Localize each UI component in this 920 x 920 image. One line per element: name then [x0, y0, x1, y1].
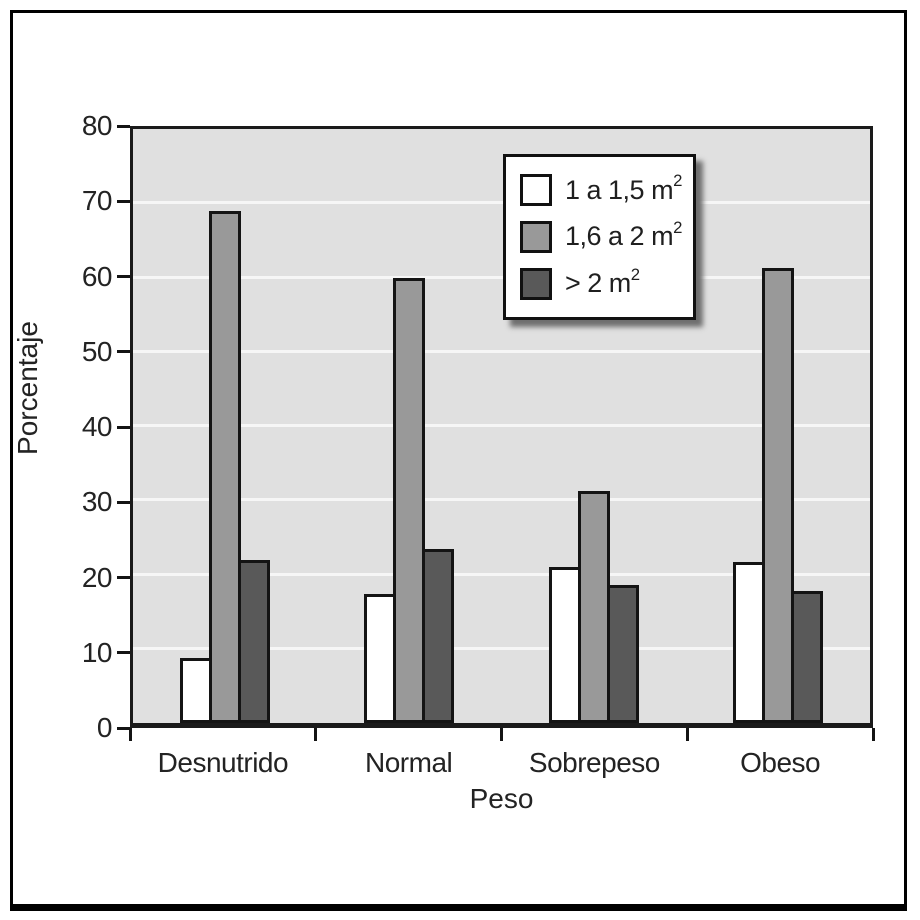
legend-label-text: 1,6 a 2 m	[565, 221, 674, 252]
legend-label: 1,6 a 2 m2	[565, 217, 682, 252]
legend-label-text: 1 a 1,5 m	[565, 174, 674, 205]
x-category-labels: Desnutrido Normal Sobrepeso Obeso	[130, 747, 873, 779]
gridline-20	[133, 572, 870, 576]
plot-area	[130, 126, 873, 728]
y-tick-0	[117, 726, 130, 730]
x-tick-3	[685, 728, 689, 741]
legend-label-text: > 2 m	[565, 268, 631, 299]
legend-label-sup: 2	[673, 171, 682, 191]
gridline-50	[133, 349, 870, 353]
bar-normal-series3	[422, 548, 455, 723]
legend: 1 a 1,5 m2 1,6 a 2 m2 > 2 m2	[503, 154, 696, 320]
legend-label: > 2 m2	[565, 264, 640, 299]
y-tick-label-30: 30	[81, 486, 113, 518]
bar-sobrepeso-series1	[548, 567, 581, 723]
x-category-label-normal: Normal	[365, 747, 453, 778]
x-tick-4	[871, 728, 875, 741]
y-tick-20	[117, 576, 130, 579]
legend-label-sup: 2	[630, 264, 640, 284]
y-tick-label-80: 80	[81, 110, 113, 141]
bar-group-sobrepeso	[502, 129, 686, 723]
legend-swatch-darkgray	[520, 267, 552, 300]
legend-label: 1 a 1,5 m2	[565, 172, 682, 206]
bar-sobrepeso-series3	[606, 584, 639, 723]
y-tick-label-0: 0	[96, 712, 113, 743]
bar-group-desnutrido	[133, 129, 317, 723]
x-tick-1	[314, 728, 318, 741]
gridline-40	[133, 424, 870, 427]
legend-swatch-white	[520, 174, 552, 207]
x-axis-title: Peso	[469, 783, 534, 814]
x-category-label-desnutrido: Desnutrido	[157, 747, 289, 778]
bar-obeso-series2	[761, 267, 794, 723]
y-tick-10	[117, 651, 130, 655]
bar-desnutrido-series1	[180, 657, 213, 723]
bar-normal-series1	[364, 593, 397, 723]
y-tick-label-40: 40	[81, 411, 113, 442]
x-tick-0	[128, 728, 132, 741]
legend-item: 1,6 a 2 m2	[520, 217, 682, 253]
bar-group-obeso	[686, 129, 870, 723]
y-tick-80	[117, 124, 130, 128]
legend-item: 1 a 1,5 m2	[520, 172, 682, 207]
bar-sobrepeso-series2	[577, 490, 610, 723]
bar-normal-series2	[393, 278, 426, 723]
x-tick-2	[500, 728, 503, 741]
bar-obeso-series3	[790, 590, 823, 723]
y-tick-label-20: 20	[81, 561, 113, 593]
y-tick-40	[117, 425, 130, 429]
gridline-60	[133, 275, 870, 279]
y-tick-label-70: 70	[81, 185, 113, 217]
bar-desnutrido-series2	[209, 211, 242, 723]
gridline-70	[133, 201, 870, 205]
gridline-30	[133, 498, 870, 502]
y-tick-label-10: 10	[81, 636, 113, 668]
y-tick-label-60: 60	[81, 260, 113, 292]
legend-item: > 2 m2	[520, 264, 679, 300]
y-tick-30	[117, 500, 130, 504]
y-tick-label-50: 50	[81, 335, 113, 367]
y-tick-50	[117, 350, 130, 354]
x-category-label-obeso: Obeso	[740, 747, 821, 778]
legend-swatch-gray	[520, 220, 552, 253]
legend-label-sup: 2	[673, 217, 682, 237]
bar-obeso-series1	[732, 561, 765, 723]
x-category-label-sobrepeso: Sobrepeso	[528, 747, 660, 778]
bar-group-normal	[317, 129, 501, 723]
gridline-10	[133, 646, 870, 650]
y-tick-70	[117, 199, 130, 203]
bar-desnutrido-series3	[238, 559, 271, 723]
y-tick-60	[117, 275, 130, 278]
